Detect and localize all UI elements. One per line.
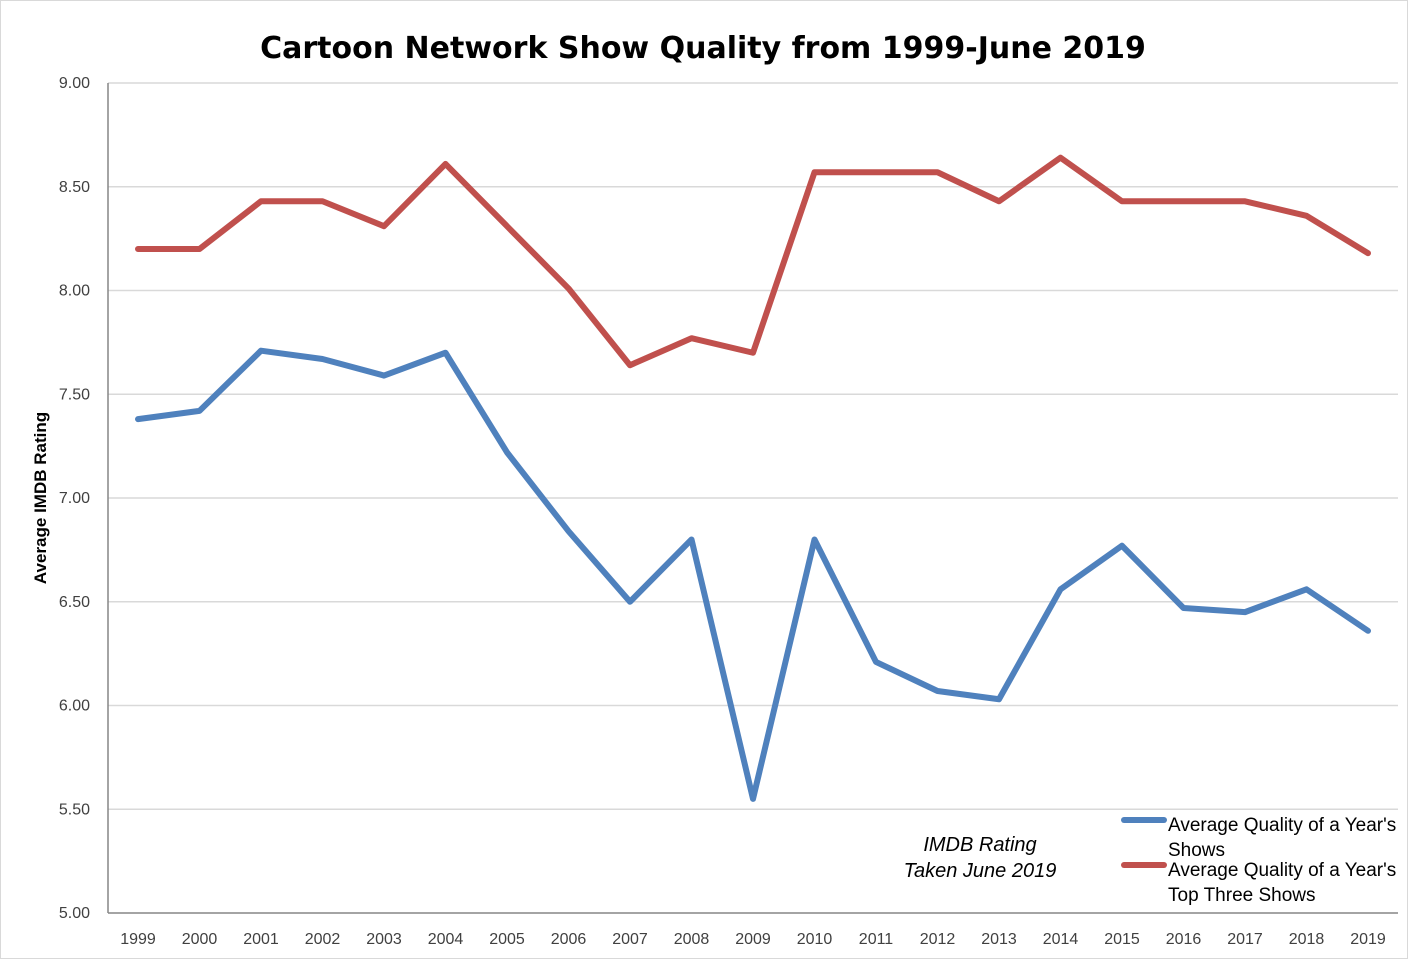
y-tick-label: 8.50 <box>59 179 90 196</box>
y-tick-label: 5.00 <box>59 905 90 922</box>
x-tick-label: 2003 <box>366 931 402 948</box>
series-line <box>135 154 1371 369</box>
y-tick-label: 8.00 <box>59 283 90 300</box>
x-tick-label: 2014 <box>1043 931 1079 948</box>
y-tick-label: 5.50 <box>59 801 90 818</box>
x-tick-label: 1999 <box>120 931 156 948</box>
x-tick-label: 2008 <box>674 931 710 948</box>
x-tick-label: 2009 <box>735 931 771 948</box>
x-tick-label: 2000 <box>182 931 218 948</box>
x-tick-label: 2010 <box>797 931 833 948</box>
annotation-line-2: Taken June 2019 <box>904 860 1057 882</box>
x-tick-label: 2007 <box>612 931 648 948</box>
y-tick-label: 6.50 <box>59 594 90 611</box>
x-tick-labels: 1999 2000 2001 2002 2003 2004 2005 2006 2007 2008… <box>120 931 1386 948</box>
y-tick-labels: 5.00 5.50 6.00 6.50 7.00 7.50 8.00 8.50 9.00 <box>59 75 90 922</box>
legend-label: Average Quality of a Year's <box>1168 815 1396 836</box>
x-tick-label: 2002 <box>305 931 341 948</box>
x-tick-label: 2006 <box>551 931 587 948</box>
x-tick-label: 2012 <box>920 931 956 948</box>
legend-label: Shows <box>1168 840 1225 861</box>
series-line <box>135 347 1371 802</box>
y-tick-label: 7.50 <box>59 386 90 403</box>
chart-title: Cartoon Network Show Quality from 1999-J… <box>260 31 1146 66</box>
x-tick-label: 2005 <box>489 931 525 948</box>
x-tick-label: 2018 <box>1289 931 1325 948</box>
legend-label: Top Three Shows <box>1168 885 1316 906</box>
annotation-line-1: IMDB Rating <box>923 834 1036 856</box>
x-tick-label: 2015 <box>1104 931 1140 948</box>
gridlines <box>107 82 1398 914</box>
x-tick-label: 2001 <box>243 931 279 948</box>
series-lines <box>135 154 1371 802</box>
x-tick-label: 2016 <box>1166 931 1202 948</box>
x-tick-label: 2011 <box>859 931 894 948</box>
x-tick-label: 2004 <box>428 931 464 948</box>
x-tick-label: 2013 <box>981 931 1017 948</box>
legend-label: Average Quality of a Year's <box>1168 860 1396 881</box>
x-tick-label: 2017 <box>1227 931 1263 948</box>
y-axis-label: Average IMDB Rating <box>31 412 50 584</box>
y-tick-label: 6.00 <box>59 698 90 715</box>
legend: Average Quality of a Year'sShowsAverage … <box>1121 815 1396 906</box>
y-tick-label: 7.00 <box>59 490 90 507</box>
x-tick-label: 2019 <box>1350 931 1386 948</box>
y-tick-label: 9.00 <box>59 75 90 92</box>
